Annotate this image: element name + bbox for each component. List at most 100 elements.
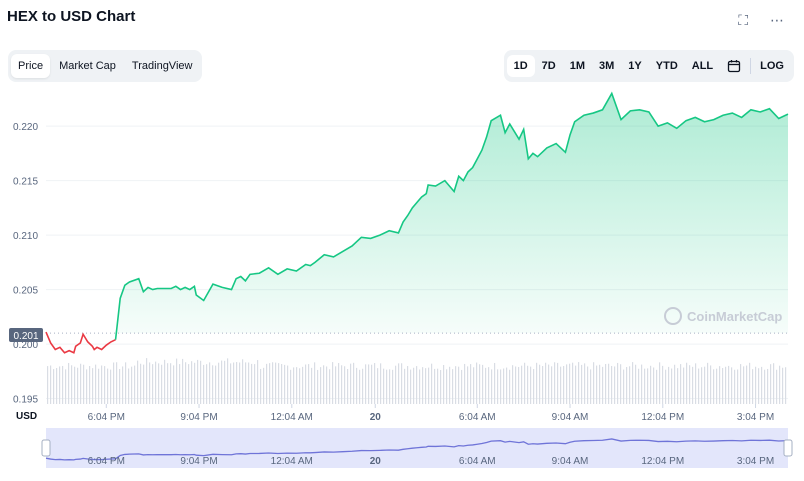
volume-bar [785,367,787,404]
volume-bar [338,363,340,404]
volume-bar [362,368,364,404]
watermark-text: CoinMarketCap [687,309,782,324]
volume-bar [668,366,670,404]
volume-bar [674,364,676,404]
volume-bar [371,364,373,404]
volume-bar [317,369,319,404]
volume-bar [275,362,277,404]
volume-bar [47,366,49,404]
log-toggle[interactable]: LOG [760,60,784,72]
range-1d[interactable]: 1D [506,55,535,77]
volume-bar [491,369,493,404]
range-navigator[interactable]: 6:04 PM 9:04 PM 12:04 AM 20 6:04 AM 9:04 AM 12… [41,428,793,468]
volume-bar [626,367,628,404]
volume-bar [611,365,613,404]
y-tick-label: 0.195 [13,395,38,406]
volume-bar [158,363,160,404]
price-line [45,91,789,354]
volume-bar [389,369,391,404]
tab-price[interactable]: Price [11,54,51,78]
volume-bar [743,366,745,404]
volume-bar [116,362,118,404]
volume-bar [497,369,499,404]
volume-bar [254,364,256,404]
volume-bar [140,363,142,404]
navigator-handle-left[interactable] [41,439,51,457]
volume-bar [95,364,97,404]
volume-bar [182,358,184,404]
volume-bar [413,367,415,404]
volume-bar [503,368,505,404]
range-1m[interactable]: 1M [569,60,586,72]
range-7d[interactable]: 7D [541,60,556,72]
volume-bar [203,364,205,404]
volume-bar [737,369,739,404]
price-line-down [45,331,116,354]
volume-bar [155,361,157,404]
volume-bar [620,364,622,404]
volume-bar [473,367,475,404]
volume-bar [98,368,100,404]
volume-bar [434,368,436,404]
volume-bar [137,360,139,404]
volume-bar [533,369,535,404]
volume-bar [281,364,283,404]
volume-bar [437,368,439,404]
volume-bar [458,366,460,404]
volume-bar [404,368,406,404]
navigator-tick-label: 3:04 PM [737,456,774,467]
volume-bar [398,363,400,404]
volume-bar [152,364,154,404]
volume-bar [380,363,382,404]
volume-bar [74,366,76,404]
volume-bar [581,364,583,404]
currency-label: USD [16,411,37,422]
range-ytd[interactable]: YTD [655,60,678,72]
range-3m[interactable]: 3M [599,60,615,72]
volume-bar [368,364,370,404]
volume-bar [71,365,73,404]
volume-bar [326,366,328,404]
range-all[interactable]: ALL [691,60,714,72]
x-tick-label: 9:04 PM [180,412,217,423]
watermark: CoinMarketCap [664,307,782,325]
volume-bar [350,363,352,404]
volume-bar [632,362,634,404]
calendar-icon[interactable] [720,55,748,77]
y-tick-label: 0.200 [13,340,38,351]
volume-bar [716,368,718,404]
volume-bar [569,363,571,404]
volume-bar [218,362,220,404]
volume-bar [476,362,478,404]
volume-bar [50,365,52,404]
volume-bar [587,366,589,404]
volume-bar [149,362,151,404]
volume-bar [344,366,346,404]
tab-market-cap[interactable]: Market Cap [59,60,116,72]
volume-bar [305,364,307,404]
x-tick-label: 12:04 AM [271,412,313,423]
volume-bar [590,369,592,404]
volume-bar [422,367,424,404]
tab-tradingview[interactable]: TradingView [131,60,193,72]
volume-bar [614,366,616,404]
navigator-tick-label: 20 [370,456,382,467]
volume-bar [653,367,655,404]
navigator-handle-right[interactable] [783,439,793,457]
volume-bar [221,360,223,404]
volume-bar [377,368,379,404]
range-1y[interactable]: 1Y [628,60,642,72]
volume-bar [104,366,106,404]
volume-bar [530,366,532,404]
volume-bar [287,365,289,404]
volume-bar [761,366,763,404]
volume-bar [410,369,412,404]
volume-bar [467,366,469,404]
volume-bar [200,360,202,404]
more-options-icon[interactable]: ⋯ [770,12,784,28]
expand-icon[interactable]: ⛶ [738,12,748,28]
volume-bar [332,362,334,404]
volume-bar [314,362,316,404]
volume-bar [605,363,607,404]
